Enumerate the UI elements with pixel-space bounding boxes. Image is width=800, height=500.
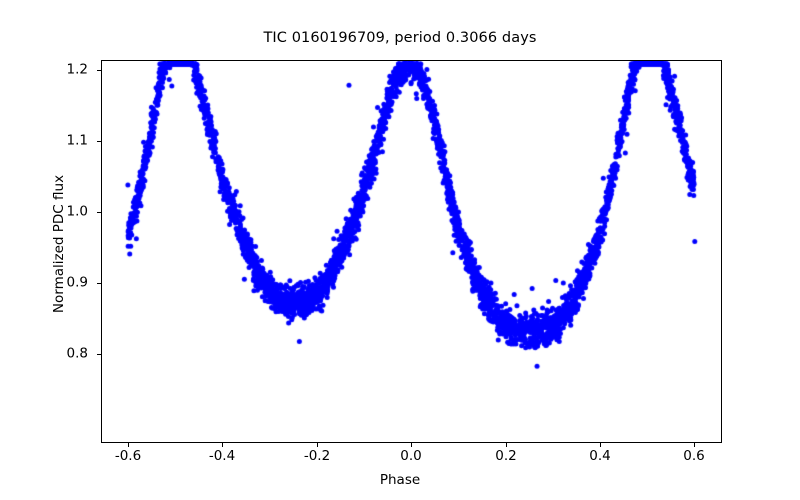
ytick-label-1-2: 1.2 bbox=[66, 61, 88, 78]
xtick-mark bbox=[128, 443, 129, 447]
xtick-mark bbox=[222, 443, 223, 447]
ytick-label-0-8: 0.8 bbox=[66, 345, 88, 362]
xtick-label-neg0-6: -0.6 bbox=[114, 448, 142, 464]
xtick-mark bbox=[506, 443, 507, 447]
xtick-label-neg0-2: -0.2 bbox=[303, 448, 331, 464]
ytick-label-1-1: 1.1 bbox=[66, 132, 88, 149]
page-title: TIC 0160196709, period 0.3066 days bbox=[263, 30, 537, 46]
xtick-label-0-2: 0.2 bbox=[495, 448, 517, 464]
xtick-mark bbox=[600, 443, 601, 447]
xtick-mark bbox=[317, 443, 318, 447]
ytick-label-1-0: 1.0 bbox=[66, 203, 88, 220]
xtick-label-0-0: 0.0 bbox=[400, 448, 422, 464]
xtick-mark bbox=[411, 443, 412, 447]
ytick-mark bbox=[97, 212, 101, 213]
y-axis-label: Normalized PDC flux bbox=[51, 174, 67, 314]
ytick-label-0-9: 0.9 bbox=[66, 274, 88, 291]
ytick-mark bbox=[97, 70, 101, 71]
scatter-plot-points bbox=[102, 61, 721, 442]
ytick-mark bbox=[97, 283, 101, 284]
ytick-mark bbox=[97, 141, 101, 142]
x-axis-label: Phase bbox=[379, 472, 421, 488]
xtick-label-neg0-4: -0.4 bbox=[208, 448, 236, 464]
ytick-mark bbox=[97, 354, 101, 355]
xtick-label-0-6: 0.6 bbox=[683, 448, 705, 464]
plot-axes-area bbox=[101, 60, 722, 443]
xtick-mark bbox=[694, 443, 695, 447]
xtick-label-0-4: 0.4 bbox=[589, 448, 611, 464]
